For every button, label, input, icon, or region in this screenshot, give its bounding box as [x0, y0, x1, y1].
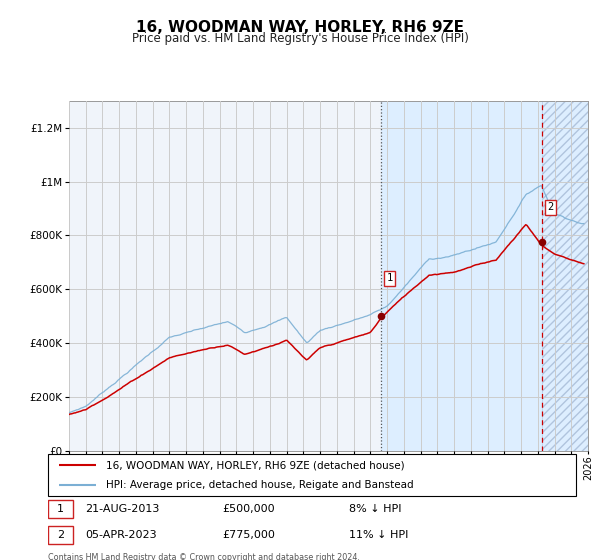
Text: 11% ↓ HPI: 11% ↓ HPI	[349, 530, 409, 540]
Bar	[381, 101, 588, 451]
Bar	[48, 526, 73, 544]
Text: 05-APR-2023: 05-APR-2023	[85, 530, 157, 540]
Text: 16, WOODMAN WAY, HORLEY, RH6 9ZE (detached house): 16, WOODMAN WAY, HORLEY, RH6 9ZE (detach…	[106, 460, 405, 470]
Text: 21-AUG-2013: 21-AUG-2013	[85, 505, 160, 514]
Bar	[542, 101, 588, 451]
Text: Contains HM Land Registry data © Crown copyright and database right 2024.
This d: Contains HM Land Registry data © Crown c…	[48, 553, 360, 560]
Text: 1: 1	[386, 273, 392, 283]
Bar	[48, 500, 73, 519]
Text: 2: 2	[57, 530, 64, 540]
Text: Price paid vs. HM Land Registry's House Price Index (HPI): Price paid vs. HM Land Registry's House …	[131, 32, 469, 45]
Text: 1: 1	[57, 505, 64, 514]
Text: HPI: Average price, detached house, Reigate and Banstead: HPI: Average price, detached house, Reig…	[106, 480, 414, 490]
Text: 2: 2	[547, 202, 554, 212]
Text: 8% ↓ HPI: 8% ↓ HPI	[349, 505, 401, 514]
Text: £500,000: £500,000	[222, 505, 275, 514]
Text: £775,000: £775,000	[222, 530, 275, 540]
Text: 16, WOODMAN WAY, HORLEY, RH6 9ZE: 16, WOODMAN WAY, HORLEY, RH6 9ZE	[136, 20, 464, 35]
